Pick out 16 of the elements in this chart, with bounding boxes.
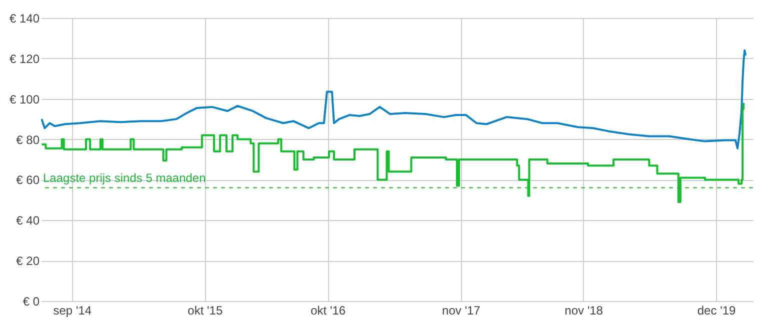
- x-tick-label: okt '15: [188, 304, 223, 318]
- ref-line-label: Laagste prijs sinds 5 maanden: [43, 170, 206, 185]
- x-tick-label: nov '17: [442, 304, 481, 318]
- y-tick-label: € 0: [22, 294, 40, 308]
- y-tick-label: € 20: [16, 254, 40, 268]
- x-tick-label: nov '18: [564, 304, 604, 318]
- x-tick-label: dec '19: [697, 304, 736, 318]
- y-tick-label: € 120: [9, 52, 40, 66]
- x-tick-label: sep '14: [53, 304, 92, 318]
- y-tick-label: € 80: [16, 132, 40, 147]
- line-series: [41, 49, 747, 150]
- y-tick-label: € 60: [16, 173, 40, 188]
- y-tick-label: € 40: [16, 214, 40, 228]
- x-tick-label: okt '16: [310, 304, 346, 318]
- y-tick-label: € 100: [9, 92, 40, 106]
- y-tick-label: € 140: [9, 12, 40, 26]
